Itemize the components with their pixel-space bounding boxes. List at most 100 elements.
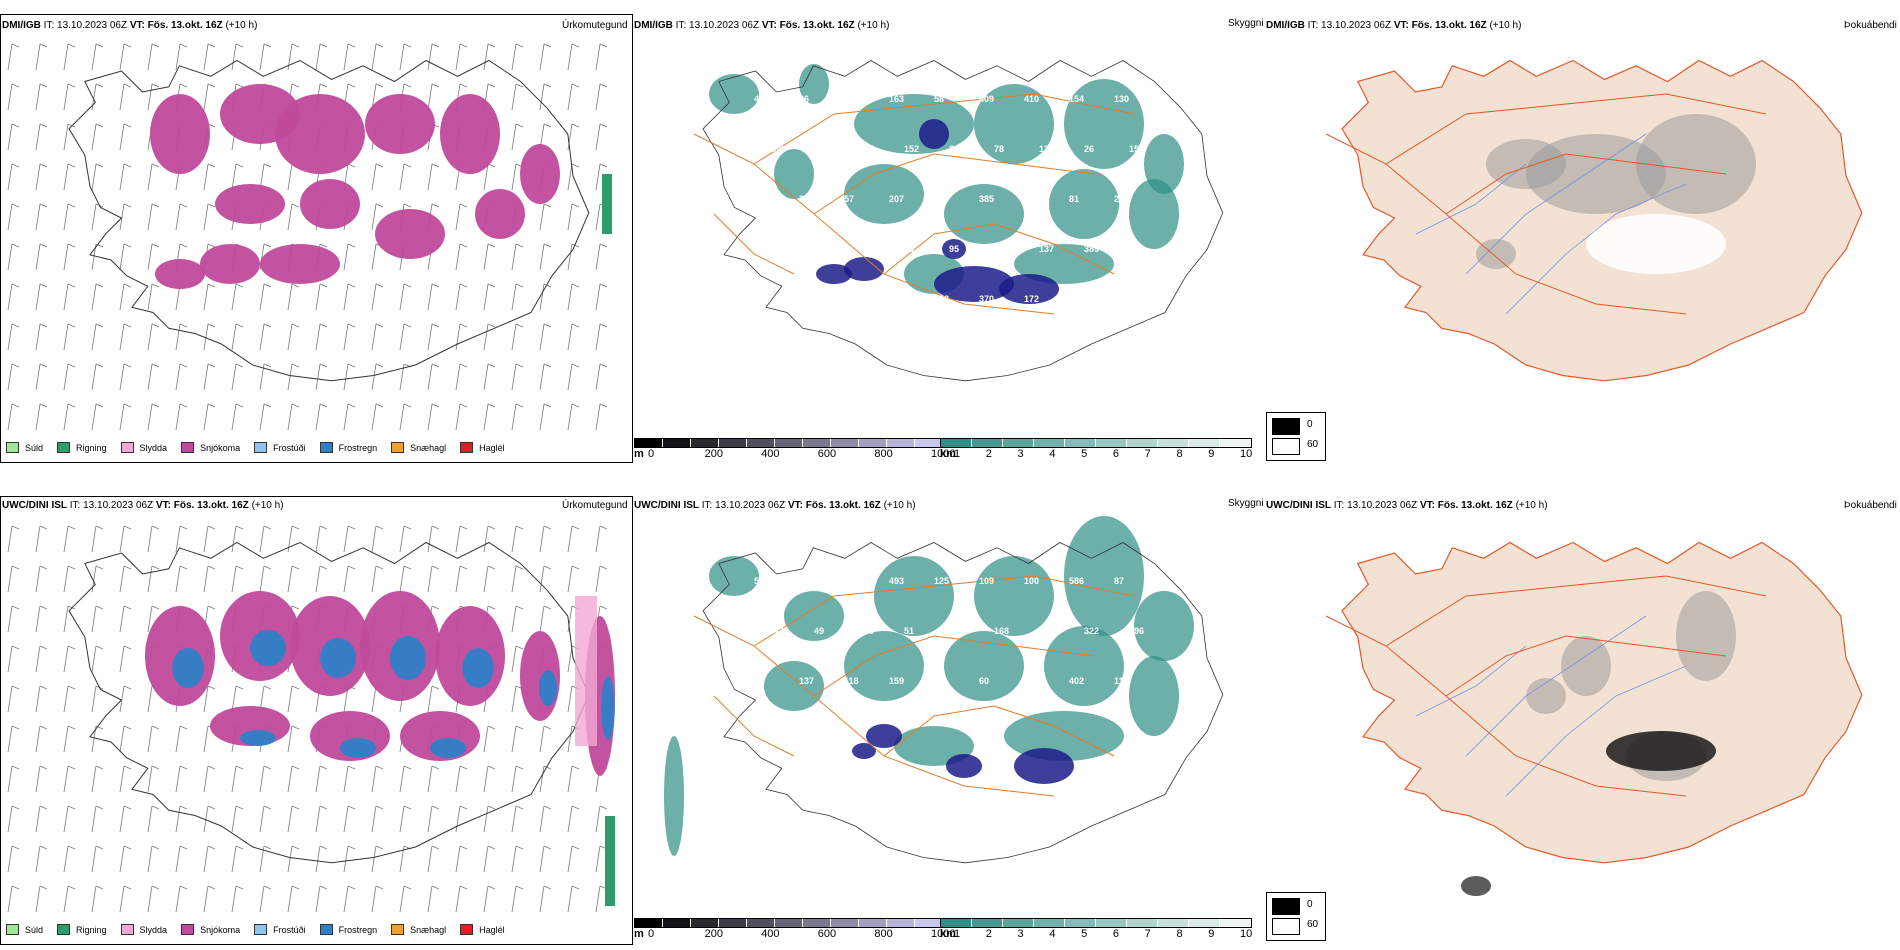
wind-barb bbox=[371, 565, 384, 593]
wind-barb bbox=[231, 885, 244, 913]
wind-barb bbox=[595, 83, 608, 111]
scale-tick: 800 bbox=[874, 448, 893, 460]
cloud-base-blob bbox=[866, 724, 902, 748]
road bbox=[883, 223, 1115, 275]
wind-barb bbox=[35, 845, 48, 873]
precip-map-row1 bbox=[0, 14, 633, 463]
wind-barb bbox=[63, 323, 76, 351]
cloud-base-label: 319 bbox=[844, 576, 860, 586]
wind-barb bbox=[91, 163, 104, 191]
visibility-areas bbox=[664, 516, 1194, 856]
visibility-scale-row1: km 1 2 3 4 5 6 7 8 9 10 bbox=[940, 436, 1270, 462]
wind-barb bbox=[511, 243, 524, 271]
cloud-base-label: 87 bbox=[934, 676, 945, 686]
scale-step bbox=[663, 439, 691, 447]
visibility-blob bbox=[1044, 626, 1124, 706]
cloud-base-label: 125 bbox=[934, 576, 950, 586]
road bbox=[1385, 93, 1767, 165]
wind-barb bbox=[567, 765, 580, 793]
scale-tick: 6 bbox=[1112, 448, 1119, 460]
legend-item: Frostúði bbox=[254, 924, 306, 935]
wind-barb bbox=[203, 403, 216, 431]
wind-barb bbox=[371, 885, 384, 913]
legend-label: Frostregn bbox=[338, 442, 378, 453]
wind-barb bbox=[119, 83, 132, 111]
scale-tick: 800 bbox=[874, 928, 893, 940]
wind-barb bbox=[91, 765, 104, 793]
scale-step bbox=[1003, 919, 1034, 927]
wind-barb bbox=[231, 525, 244, 553]
wind-barb bbox=[539, 403, 552, 431]
wind-barb bbox=[35, 805, 48, 833]
cloud-base-label: 234 bbox=[1114, 194, 1130, 204]
legend-swatch bbox=[460, 924, 474, 935]
wind-barb bbox=[371, 765, 384, 793]
wind-barb bbox=[539, 525, 552, 553]
cloud-base-label: 405 bbox=[934, 194, 950, 204]
scale-step bbox=[831, 919, 859, 927]
wind-barb bbox=[63, 363, 76, 391]
wind-barb bbox=[427, 163, 440, 191]
cloud-base-label: 385 bbox=[979, 194, 995, 204]
wind-barb bbox=[511, 283, 524, 311]
wind-barb bbox=[63, 283, 76, 311]
wind-barb bbox=[7, 725, 20, 753]
legend-swatch bbox=[319, 442, 333, 453]
snow-blob bbox=[200, 244, 260, 284]
legend-swatch bbox=[391, 924, 405, 935]
wind-barb bbox=[511, 885, 524, 913]
wind-barb bbox=[91, 323, 104, 351]
wind-barb bbox=[567, 203, 580, 231]
wind-barb bbox=[35, 163, 48, 191]
wind-barb bbox=[147, 605, 160, 633]
wind-barb bbox=[567, 123, 580, 151]
scale-step bbox=[941, 439, 972, 447]
cloud-base-label: 250 bbox=[859, 626, 875, 636]
scale-unit: km bbox=[940, 448, 956, 460]
snow-blob bbox=[520, 144, 560, 204]
precip-legend-row1: Súld Rigning Slydda Snjókoma Frostúði Frostre… bbox=[6, 442, 519, 453]
legend-swatch bbox=[319, 924, 333, 935]
snow-blob bbox=[215, 184, 285, 224]
wind-barb bbox=[427, 403, 440, 431]
cloud-base-label: 137 bbox=[799, 676, 815, 686]
wind-barb bbox=[539, 203, 552, 231]
wind-barb bbox=[147, 403, 160, 431]
wind-barb bbox=[175, 805, 188, 833]
cloud-base-label: 23 bbox=[814, 244, 825, 254]
cloud-base-label: 57 bbox=[844, 194, 855, 204]
iceland-outline bbox=[702, 542, 1224, 864]
wind-barbs bbox=[7, 43, 608, 431]
wind-barb bbox=[343, 525, 356, 553]
wind-barb bbox=[399, 403, 412, 431]
legend-swatch bbox=[6, 924, 19, 935]
wind-barb bbox=[371, 363, 384, 391]
road bbox=[813, 635, 1095, 697]
cloud-base-blob bbox=[816, 264, 852, 284]
wind-barb bbox=[119, 203, 132, 231]
legend-label: Frostregn bbox=[338, 924, 378, 935]
snow-blob bbox=[365, 94, 435, 154]
legend-item: Slydda bbox=[120, 442, 167, 453]
cloud-base-label: 49 bbox=[814, 626, 825, 636]
wind-barb bbox=[343, 323, 356, 351]
visibility-blob bbox=[1049, 169, 1119, 239]
wind-barb bbox=[399, 565, 412, 593]
wind-barb bbox=[7, 845, 20, 873]
wind-barb bbox=[91, 845, 104, 873]
freezing-rain-blob bbox=[172, 648, 204, 688]
wind-barb bbox=[147, 83, 160, 111]
cloud-base-label: 62 bbox=[769, 726, 780, 736]
wind-barb bbox=[119, 123, 132, 151]
wind-barb bbox=[343, 283, 356, 311]
cloud-base-blob bbox=[934, 266, 1014, 302]
wind-barb bbox=[483, 805, 496, 833]
visibility-blob bbox=[1129, 179, 1179, 249]
wind-barb bbox=[483, 323, 496, 351]
header-row2-cloud: UWC/DINI ISL IT: 13.10.2023 06Z VT: Fös.… bbox=[634, 500, 916, 511]
wind-barb bbox=[427, 525, 440, 553]
wind-barb bbox=[91, 123, 104, 151]
wind-barb bbox=[147, 243, 160, 271]
cloud-base-label: 190 bbox=[1129, 244, 1145, 254]
scale-tick: 600 bbox=[817, 448, 837, 460]
